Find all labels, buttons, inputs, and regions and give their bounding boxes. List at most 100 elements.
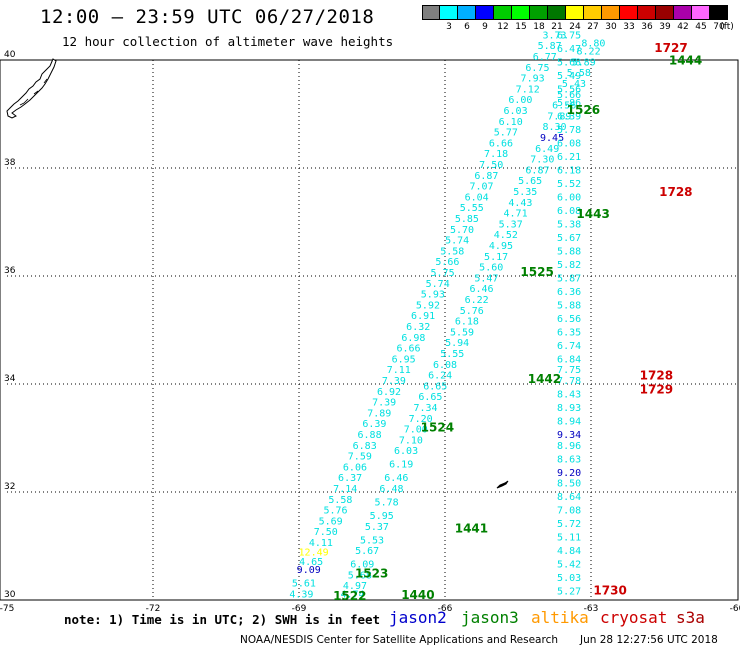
swh-value: 5.92 [416, 300, 440, 311]
swh-value: 5.74 [426, 279, 450, 290]
swh-value: 5.87 [557, 273, 581, 284]
swh-value: 5.49 [557, 71, 581, 82]
colorbar-tick-label: 27 [587, 22, 599, 32]
swh-value: 5.86 [557, 98, 581, 109]
legend-s3a: s3a [676, 608, 705, 627]
colorbar-swatch [422, 5, 440, 20]
swh-value: 6.88 [358, 430, 382, 441]
colorbar-frame [422, 5, 728, 20]
coastline-detail [19, 78, 48, 106]
legend-cryosat: cryosat [600, 608, 668, 627]
longitude-tick-label: -66 [438, 604, 453, 614]
pass-time-labels: 1522 1523 1440 1441 1524 1442 1525 1443 1526 1444… [333, 41, 702, 603]
colorbar-tick-label: 3 [446, 22, 452, 32]
credit-text: NOAA/NESDIS Center for Satellite Applica… [240, 634, 558, 646]
swh-value: 5.65 [518, 176, 542, 187]
swh-value: 8.43 [557, 390, 581, 401]
pass-time-label: 1522 [333, 589, 366, 603]
swh-value: 5.53 [360, 535, 384, 546]
swh-value: 6.92 [377, 387, 401, 398]
pass-time-label: 1728 [640, 369, 673, 383]
colorbar-unit-label: (ft) [720, 22, 734, 32]
swh-value: 5.88 [557, 246, 581, 257]
latitude-tick-label: 32 [4, 482, 15, 492]
swh-value: 6.18 [455, 317, 479, 328]
swh-value: 6.75 [525, 63, 549, 74]
swh-value: 5.11 [557, 533, 581, 544]
swh-value: 8.94 [557, 417, 581, 428]
swh-value: 6.06 [343, 462, 367, 473]
colorbar-tick-label: 36 [641, 22, 653, 32]
swh-value: 5.76 [323, 506, 347, 517]
swh-value: 7.39 [372, 398, 396, 409]
swh-value: 6.74 [557, 341, 581, 352]
swh-value: 6.03 [504, 106, 528, 117]
swh-value: 6.56 [552, 101, 576, 112]
nova-scotia-coastline [6, 58, 57, 119]
pass-time-label: 1525 [520, 265, 553, 279]
swh-value: 5.67 [355, 546, 379, 557]
colorbar-swatch [512, 5, 530, 20]
colorbar-swatch [458, 5, 476, 20]
swh-value: 6.66 [396, 344, 420, 355]
colorbar-tick-label: 70 [713, 22, 725, 32]
swh-value: 5.03 [557, 573, 581, 584]
swh-value: 6.08 [557, 206, 581, 217]
timestamp-text: Jun 28 12:27:56 UTC 2018 [580, 634, 718, 646]
map-frame [0, 59, 739, 601]
swh-value: 5.75 [431, 268, 455, 279]
swh-value: 5.56 [557, 84, 581, 95]
pass-time-label: 1441 [455, 522, 488, 536]
swh-value: 9.34 [557, 430, 581, 441]
swh-value: 6.04 [465, 192, 489, 203]
colorbar-tick-label: 12 [497, 22, 509, 32]
swh-value: 4.74 [340, 589, 364, 600]
swh-value: 5.37 [365, 522, 389, 533]
swh-value: 7.50 [479, 160, 503, 171]
colorbar-swatch [548, 5, 566, 20]
swh-value: 8.30 [542, 122, 566, 133]
swh-value: 5.95 [370, 511, 394, 522]
swh-value: 6.21 [557, 152, 581, 163]
swh-value: 6.87 [525, 165, 549, 176]
swh-value: 5.42 [557, 560, 581, 571]
swh-value: 5.78 [557, 125, 581, 136]
swh-value: 4.97 [343, 581, 367, 592]
swh-value: 5.37 [499, 219, 523, 230]
swh-value: 6.66 [489, 138, 513, 149]
swh-value: 6.39 [362, 419, 386, 430]
swh-value: 3.73 [542, 30, 566, 41]
colorbar-swatch [602, 5, 620, 20]
swh-value: 6.49 [535, 144, 559, 155]
colorbar-tick-label: 6 [464, 22, 470, 32]
swh-value: 7.30 [530, 155, 554, 166]
swh-value: 6.36 [557, 287, 581, 298]
swh-value: 9.45 [540, 133, 564, 144]
colorbar-tick-label: 21 [551, 22, 563, 32]
swh-value: 5.66 [557, 90, 581, 101]
swh-value: 9.20 [557, 468, 581, 479]
colorbar-swatch [638, 5, 656, 20]
swh-value: 4.39 [289, 589, 313, 600]
pass-time-label: 1444 [669, 53, 702, 67]
latitude-tick-label: 34 [4, 374, 16, 384]
pass-time-label: 1443 [576, 207, 609, 221]
swh-value: 4.95 [489, 241, 513, 252]
swh-value: 6.95 [392, 354, 416, 365]
swh-value: 5.55 [460, 203, 484, 214]
swh-value: 4.11 [309, 538, 333, 549]
swh-values: 4.395.619.094.6512.494.117.505.695.765.5… [289, 30, 605, 600]
swh-value: 6.75 [557, 30, 581, 41]
swh-value: 5.52 [557, 179, 581, 190]
pass-time-label: 1524 [421, 421, 454, 435]
colorbar-tick-label: 45 [695, 22, 707, 32]
colorbar-swatch [584, 5, 602, 20]
swh-value: 6.35 [557, 327, 581, 338]
colorbar-tick-label: 33 [623, 22, 635, 32]
colorbar-swatch [674, 5, 692, 20]
swh-value: 5.76 [460, 306, 484, 317]
pass-time-label: 1728 [659, 185, 692, 199]
swh-value: 8.22 [577, 47, 601, 58]
swh-value: 6.65 [418, 392, 442, 403]
swh-value: 7.89 [367, 408, 391, 419]
